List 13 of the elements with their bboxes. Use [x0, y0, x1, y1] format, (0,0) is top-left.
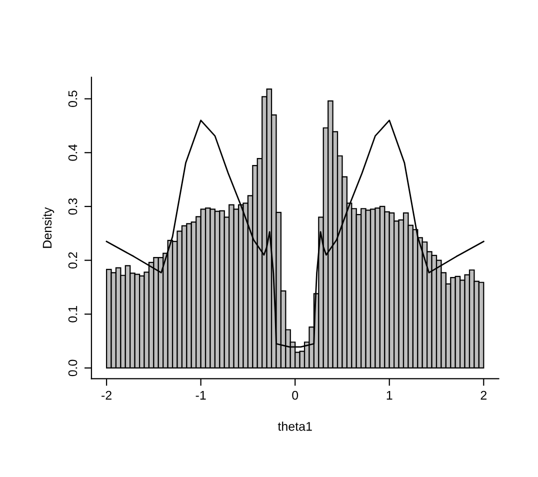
- x-tick-label: 1: [386, 391, 392, 400]
- y-tick-label: 0.5: [68, 90, 78, 108]
- x-tick-label: 0: [292, 390, 298, 400]
- y-tick-label: 0.4: [68, 144, 78, 161]
- y-tick-label: 0.1: [68, 306, 78, 322]
- y-tick-label: 0.3: [68, 198, 78, 215]
- x-tick-label: -2: [102, 390, 112, 400]
- x-tick-label: 2: [480, 390, 486, 400]
- y-axis-title: Density: [42, 207, 54, 248]
- y-tick-label: 0.2: [68, 252, 78, 269]
- x-tick-label: -1: [196, 391, 206, 400]
- y-tick-label: 0.0: [68, 360, 78, 376]
- x-axis-title: theta1: [278, 422, 312, 431]
